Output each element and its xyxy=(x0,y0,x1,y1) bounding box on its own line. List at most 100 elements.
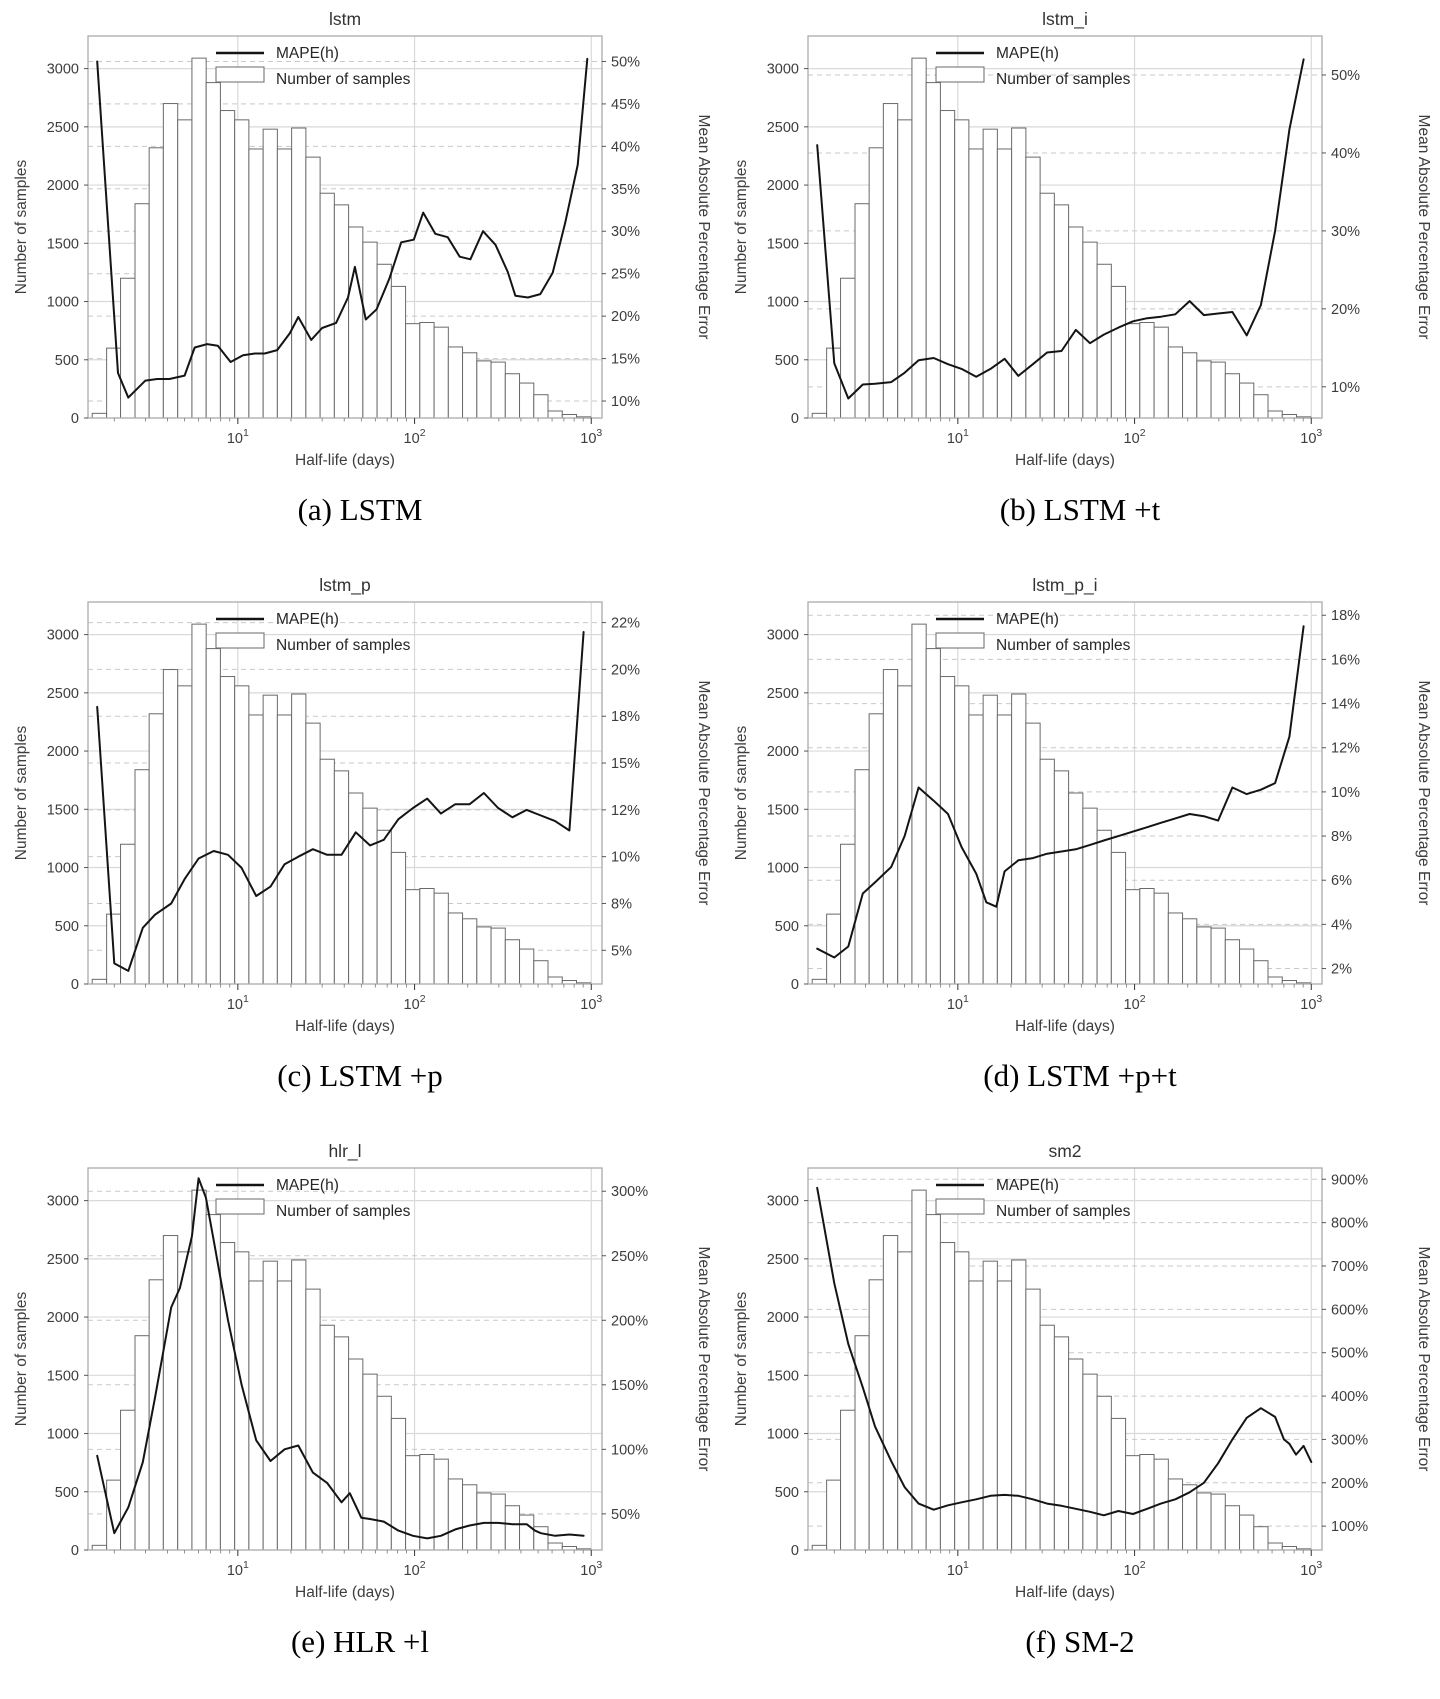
sample-count-bar xyxy=(476,1492,492,1551)
sample-count-bar xyxy=(811,1544,828,1551)
sample-count-bar xyxy=(1239,948,1255,985)
sample-count-bar xyxy=(476,360,492,419)
sample-count-bar xyxy=(376,1395,392,1551)
left-axis-label: Number of samples xyxy=(733,1292,750,1427)
legend: MAPE(h) Number of samples xyxy=(215,1177,411,1220)
panel-title: lstm_i xyxy=(1042,9,1088,30)
sample-count-bar xyxy=(1053,204,1070,419)
left-tick-label: 1000 xyxy=(767,1427,799,1443)
left-tick-label: 2000 xyxy=(767,1310,799,1326)
chart-lstm: MAPE(h) Number of samples 0 500 1000 1500 2000… xyxy=(13,9,710,469)
sample-count-bar xyxy=(1267,976,1283,985)
sample-count-bar xyxy=(205,648,221,985)
sample-count-bar xyxy=(1210,361,1226,419)
sample-count-bar xyxy=(1182,918,1198,985)
sample-count-bar xyxy=(868,147,884,419)
left-tick-label: 2000 xyxy=(767,178,799,194)
legend-bar-label: Number of samples xyxy=(996,71,1131,88)
left-tick-label: 500 xyxy=(55,919,79,935)
right-tick-label: 200% xyxy=(1331,1476,1368,1492)
chart-sm2: MAPE(h) Number of samples 0 500 1000 1500 2000… xyxy=(733,1141,1430,1601)
left-axis-label: Number of samples xyxy=(733,726,750,861)
axes: 0 500 1000 1500 2000 2500 3000 50% 100% 150% 200% 2… xyxy=(13,1141,710,1601)
sample-count-bar xyxy=(319,1324,335,1551)
sample-count-bar xyxy=(954,119,970,419)
sample-count-bar xyxy=(248,714,264,985)
panel-b-lstm-t: MAPE(h) Number of samples 0 500 1000 1500 2000… xyxy=(720,0,1440,566)
left-tick-label: 2000 xyxy=(47,178,79,194)
sample-count-bar xyxy=(1239,1514,1255,1551)
sample-count-bar xyxy=(982,694,998,985)
sample-count-bar xyxy=(191,623,207,985)
sample-count-bar xyxy=(191,57,207,419)
sample-count-bar xyxy=(362,807,378,985)
sample-count-bar xyxy=(968,714,984,985)
legend-line-label: MAPE(h) xyxy=(276,45,339,62)
legend-bar-label: Number of samples xyxy=(996,1203,1131,1220)
legend: MAPE(h) Number of samples xyxy=(935,1177,1131,1220)
sample-count-bar xyxy=(840,1409,856,1551)
sample-count-bar xyxy=(1167,346,1184,419)
right-tick-label: 300% xyxy=(611,1184,648,1200)
right-axis-label: Mean Absolute Percentage Error xyxy=(1415,115,1430,340)
right-tick-label: 800% xyxy=(1331,1216,1368,1232)
left-tick-label: 1000 xyxy=(47,861,79,877)
sample-count-bar xyxy=(433,326,449,419)
x-tick-label: 103 xyxy=(580,1559,602,1579)
histogram-bars xyxy=(91,623,592,985)
x-tick-label: 103 xyxy=(1300,427,1322,447)
sample-count-bar xyxy=(1153,892,1169,985)
right-tick-label: 10% xyxy=(611,850,640,866)
sample-count-bar xyxy=(1025,156,1041,419)
sample-count-bar xyxy=(291,1259,307,1551)
sample-count-bar xyxy=(1182,352,1198,419)
sample-count-bar xyxy=(333,770,350,985)
sample-count-bar xyxy=(177,1251,193,1551)
x-tick-label: 102 xyxy=(404,993,426,1013)
sample-count-bar xyxy=(1110,1417,1127,1551)
mape-line xyxy=(96,631,585,972)
sample-count-bar xyxy=(1167,1478,1184,1551)
right-tick-label: 35% xyxy=(611,182,640,198)
sample-count-bar xyxy=(1125,889,1141,985)
panel-e-hlr-l: MAPE(h) Number of samples 0 500 1000 1500 2000… xyxy=(0,1132,720,1698)
sample-count-bar xyxy=(148,713,164,985)
sample-count-bar xyxy=(1025,1288,1041,1551)
left-tick-label: 1500 xyxy=(767,236,799,252)
sample-count-bar xyxy=(134,769,150,985)
x-tick-label: 101 xyxy=(947,993,969,1013)
sample-count-bar xyxy=(1224,939,1241,985)
mape-line xyxy=(816,1186,1313,1517)
sample-count-bar xyxy=(305,156,321,419)
left-tick-label: 0 xyxy=(71,977,79,993)
sample-count-bar xyxy=(1239,382,1255,419)
legend: MAPE(h) Number of samples xyxy=(215,611,411,654)
sample-count-bar xyxy=(939,110,956,419)
left-tick-label: 0 xyxy=(791,977,799,993)
left-tick-label: 3000 xyxy=(47,628,79,644)
axes: 0 500 1000 1500 2000 2500 3000 10% 15% 20% 25% 30% 3… xyxy=(13,9,710,469)
right-tick-label: 14% xyxy=(1331,697,1360,713)
right-tick-label: 900% xyxy=(1331,1172,1368,1188)
panel-title: sm2 xyxy=(1048,1141,1081,1161)
sample-count-bar xyxy=(1011,693,1027,985)
sample-count-bar xyxy=(134,203,150,419)
histogram-bars xyxy=(811,1189,1312,1551)
sample-count-bar xyxy=(405,889,421,985)
panel-c-lstm-p: MAPE(h) Number of samples 0 500 1000 1500 2000… xyxy=(0,566,720,1132)
right-tick-label: 45% xyxy=(611,97,640,113)
sample-count-bar xyxy=(447,1478,464,1551)
sample-count-bar xyxy=(533,394,549,419)
legend-bar-label: Number of samples xyxy=(276,71,411,88)
left-tick-label: 1500 xyxy=(767,802,799,818)
sample-count-bar xyxy=(319,192,335,419)
left-tick-label: 2500 xyxy=(767,120,799,136)
right-axis-label: Mean Absolute Percentage Error xyxy=(695,681,710,906)
sample-count-bar xyxy=(1039,1324,1055,1551)
sample-count-bar xyxy=(205,82,221,419)
histogram-bars xyxy=(811,623,1312,985)
sample-count-bar xyxy=(1196,926,1212,985)
x-axis-label: Half-life (days) xyxy=(1015,1584,1115,1601)
sample-count-bar xyxy=(811,978,828,985)
panel-caption: (d) LSTM +p+t xyxy=(983,1058,1177,1093)
